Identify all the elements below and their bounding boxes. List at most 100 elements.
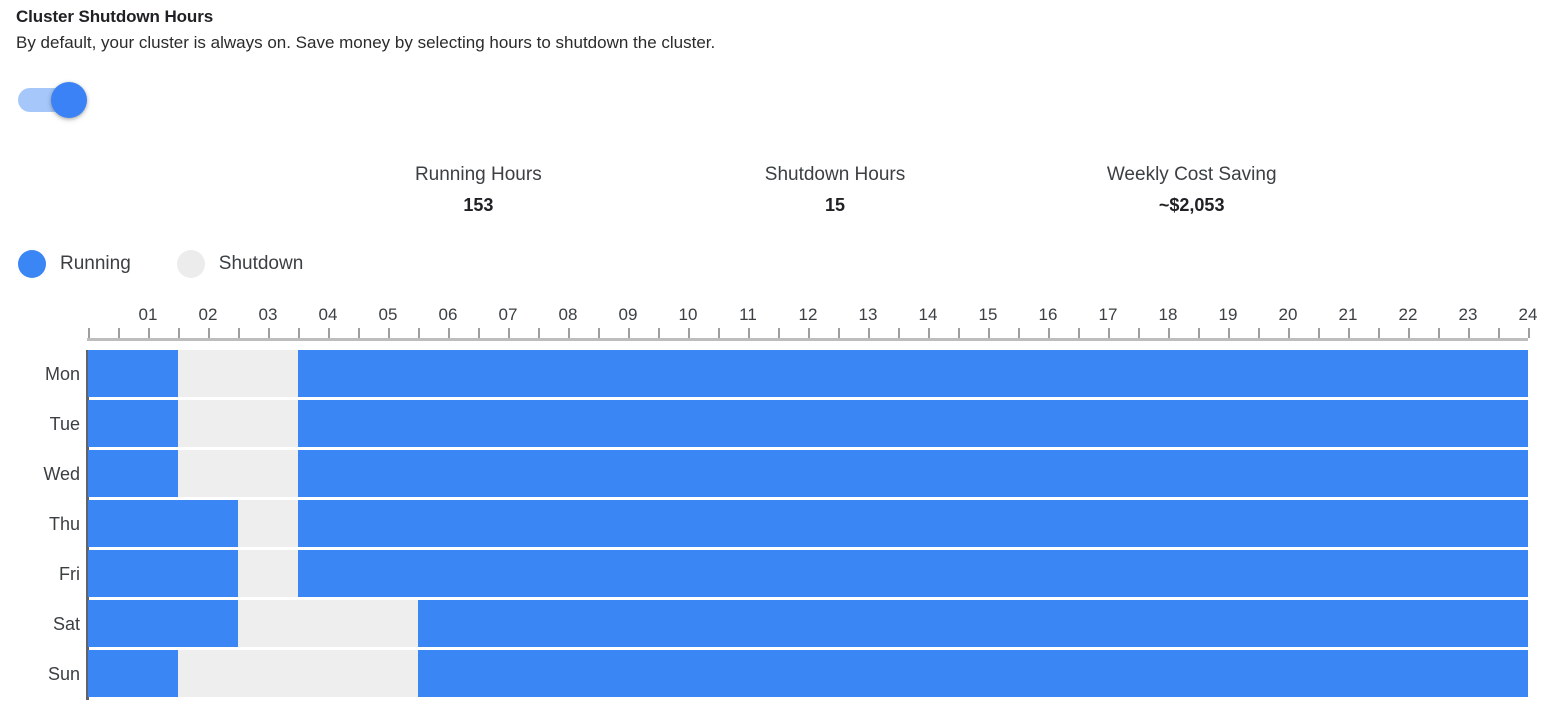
day-timeline-row[interactable] bbox=[88, 450, 1528, 497]
timeline-segment-shutdown[interactable] bbox=[178, 350, 298, 397]
axis-tick bbox=[718, 328, 720, 338]
day-label-sun: Sun bbox=[47, 664, 80, 684]
timeline-segment-running[interactable] bbox=[88, 650, 178, 697]
hour-tick-label: 07 bbox=[498, 305, 518, 324]
day-timeline-row[interactable] bbox=[88, 550, 1528, 597]
hour-tick-label: 12 bbox=[798, 305, 818, 324]
axis-tick bbox=[628, 328, 630, 338]
axis-tick bbox=[1318, 328, 1320, 338]
axis-tick bbox=[988, 328, 990, 338]
hour-tick-label: 19 bbox=[1218, 305, 1238, 324]
axis-tick bbox=[658, 328, 660, 338]
axis-tick bbox=[898, 328, 900, 338]
day-timeline-row[interactable] bbox=[88, 400, 1528, 447]
timeline-segment-running[interactable] bbox=[88, 400, 178, 447]
timeline-segment-running[interactable] bbox=[298, 400, 1528, 447]
hour-tick-label: 09 bbox=[618, 305, 638, 324]
stat-card: Shutdown Hours 15 bbox=[657, 162, 1014, 218]
stat-value: 15 bbox=[824, 195, 846, 215]
timeline-segment-running[interactable] bbox=[418, 600, 1528, 647]
day-label-fri: Fri bbox=[59, 564, 80, 584]
page-title: Cluster Shutdown Hours bbox=[16, 7, 214, 26]
axis-tick bbox=[148, 328, 150, 338]
hour-tick-label: 11 bbox=[739, 305, 757, 324]
hour-tick-label: 14 bbox=[918, 305, 938, 324]
hour-tick-label: 22 bbox=[1398, 305, 1418, 324]
chart-legend: Running Shutdown bbox=[18, 250, 349, 278]
timeline-segment-shutdown[interactable] bbox=[178, 400, 298, 447]
axis-tick bbox=[1078, 328, 1080, 338]
axis-tick bbox=[1468, 328, 1470, 338]
axis-tick bbox=[1198, 328, 1200, 338]
legend-item-running[interactable]: Running bbox=[18, 250, 131, 278]
hour-tick-label: 05 bbox=[378, 305, 398, 324]
timeline-segment-running[interactable] bbox=[298, 550, 1528, 597]
axis-tick bbox=[1408, 328, 1410, 338]
axis-tick bbox=[448, 328, 450, 338]
stat-label: Weekly Cost Saving bbox=[1106, 164, 1277, 185]
timeline-segment-running[interactable] bbox=[88, 350, 178, 397]
timeline-segment-shutdown[interactable] bbox=[238, 600, 418, 647]
legend-label: Running bbox=[60, 253, 131, 274]
timeline-segment-shutdown[interactable] bbox=[178, 650, 418, 697]
summary-stats: Running Hours 153 Shutdown Hours 15 Weekly C… bbox=[300, 162, 1370, 218]
axis-tick bbox=[928, 328, 930, 338]
panel-description: By default, your cluster is always on. S… bbox=[16, 33, 716, 52]
day-timeline-row[interactable] bbox=[88, 650, 1528, 697]
day-timeline-row[interactable] bbox=[88, 600, 1528, 647]
axis-tick bbox=[778, 328, 780, 338]
hour-tick-label: 17 bbox=[1098, 305, 1118, 324]
hour-tick-label: 16 bbox=[1038, 305, 1058, 324]
hour-tick-label: 04 bbox=[318, 305, 338, 324]
timeline-segment-shutdown[interactable] bbox=[178, 450, 298, 497]
day-label-tue: Tue bbox=[49, 414, 80, 434]
timeline-segment-running[interactable] bbox=[88, 450, 178, 497]
axis-tick bbox=[328, 328, 330, 338]
axis-tick bbox=[1168, 328, 1170, 338]
axis-tick bbox=[238, 328, 240, 338]
hour-tick-label: 15 bbox=[978, 305, 998, 324]
axis-tick bbox=[358, 328, 360, 338]
hour-tick-label: 03 bbox=[258, 305, 278, 324]
hour-tick-label: 01 bbox=[138, 305, 158, 324]
axis-tick bbox=[1438, 328, 1440, 338]
hour-tick-label: 21 bbox=[1338, 305, 1358, 324]
timeline-segment-running[interactable] bbox=[88, 500, 238, 547]
axis-tick bbox=[838, 328, 840, 338]
day-label-thu: Thu bbox=[48, 514, 80, 534]
hour-tick-label: 20 bbox=[1278, 305, 1298, 324]
hour-tick-label: 23 bbox=[1458, 305, 1478, 324]
timeline-segment-running[interactable] bbox=[298, 450, 1528, 497]
axis-tick bbox=[568, 328, 570, 338]
axis-tick bbox=[88, 328, 90, 338]
axis-tick bbox=[538, 328, 540, 338]
timeline-segment-shutdown[interactable] bbox=[238, 550, 298, 597]
axis-tick bbox=[598, 328, 600, 338]
axis-tick bbox=[418, 328, 420, 338]
axis-tick bbox=[1228, 328, 1230, 338]
stat-label: Running Hours bbox=[414, 164, 542, 185]
panel-header: Cluster Shutdown Hours By default, your … bbox=[16, 6, 715, 55]
day-timeline-row[interactable] bbox=[88, 350, 1528, 397]
day-timeline-row[interactable] bbox=[88, 500, 1528, 547]
legend-item-shutdown[interactable]: Shutdown bbox=[176, 250, 303, 278]
axis-tick bbox=[1018, 328, 1020, 338]
stat-label: Shutdown Hours bbox=[764, 164, 906, 185]
timeline-segment-running[interactable] bbox=[298, 350, 1528, 397]
axis-tick bbox=[178, 328, 180, 338]
axis-tick bbox=[388, 328, 390, 338]
timeline-segment-shutdown[interactable] bbox=[238, 500, 298, 547]
timeline-segment-running[interactable] bbox=[298, 500, 1528, 547]
cluster-shutdown-toggle[interactable] bbox=[18, 82, 90, 118]
timeline-segment-running[interactable] bbox=[88, 600, 238, 647]
timeline-segment-running[interactable] bbox=[88, 550, 238, 597]
hour-tick-label: 02 bbox=[198, 305, 218, 324]
axis-tick bbox=[868, 328, 870, 338]
toggle-thumb[interactable] bbox=[51, 82, 87, 118]
axis-tick bbox=[1498, 328, 1500, 338]
day-label-wed: Wed bbox=[43, 464, 80, 484]
stat-value: ~$2,053 bbox=[1158, 195, 1225, 215]
axis-tick bbox=[1138, 328, 1140, 338]
axis-tick bbox=[958, 328, 960, 338]
timeline-segment-running[interactable] bbox=[418, 650, 1528, 697]
